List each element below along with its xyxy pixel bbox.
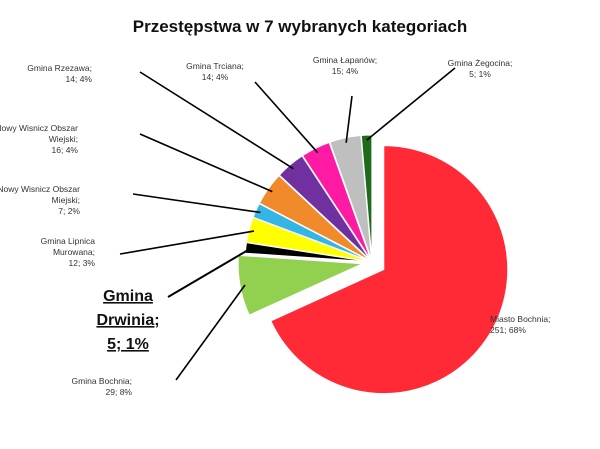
leader-line (119, 230, 255, 255)
leader-lines (119, 67, 456, 381)
slice-labels: Miasto Bochnia; 251; 68% Gmina Bochnia; 29;… (0, 55, 550, 397)
leader-line (254, 81, 319, 154)
slice-label: Gmina Bochnia; 29; 8% (72, 376, 133, 397)
slice-label-text: Gmina Lipnica Murowana; 12; 3% (41, 236, 96, 268)
pie-slice (278, 155, 371, 261)
pie-slice (258, 174, 370, 261)
leader-line (139, 71, 294, 170)
pie-slice (301, 141, 372, 260)
slice-label: Nowy Wisnicz Obszar Wiejski; 16; 4% (0, 123, 78, 155)
slice-label-text: Gmina Trciana; 14; 4% (186, 61, 244, 82)
slice-label: Nowy Wisnicz Obszar Miejski; 7; 2% (0, 184, 80, 216)
slice-label: Miasto Bochnia; 251; 68% (490, 314, 550, 335)
slice-label: Gmina Rzezawa; 14; 4% (27, 63, 92, 84)
pie-slice (252, 203, 370, 262)
pie-slice (270, 145, 509, 394)
slice-label: Gmina Trciana; 14; 4% (186, 61, 244, 82)
slice-label: Gmina Drwinia; 5; 1% (96, 288, 159, 353)
leader-line (345, 95, 353, 143)
slice-label-text: Gmina Łapanów; 15; 4% (313, 55, 377, 76)
slice-label-text: Gmina Rzezawa; 14; 4% (27, 63, 92, 84)
slice-label-text: Gmina Żegocina; 5; 1% (448, 58, 513, 79)
slice-label-text: Nowy Wisnicz Obszar Wiejski; 16; 4% (0, 123, 78, 155)
slice-label: Gmina Lipnica Murowana; 12; 3% (41, 236, 96, 268)
slice-label-text: Nowy Wisnicz Obszar Miejski; 7; 2% (0, 184, 80, 216)
pie-slices (237, 134, 509, 394)
chart-title: Przestępstwa w 7 wybranych kategoriach (133, 17, 467, 36)
slice-label-text: Gmina Drwinia; 5; 1% (96, 288, 159, 353)
slice-label: Gmina Łapanów; 15; 4% (313, 55, 377, 76)
leader-line (167, 247, 252, 298)
leader-line (132, 193, 261, 214)
slice-label-text: Gmina Bochnia; 29; 8% (72, 376, 133, 397)
leader-line (139, 133, 273, 193)
slice-label: Gmina Żegocina; 5; 1% (448, 58, 513, 79)
leader-line (175, 284, 246, 381)
slice-label-text: Miasto Bochnia; 251; 68% (490, 314, 550, 335)
pie-slice (329, 134, 372, 260)
leader-line (366, 67, 456, 141)
